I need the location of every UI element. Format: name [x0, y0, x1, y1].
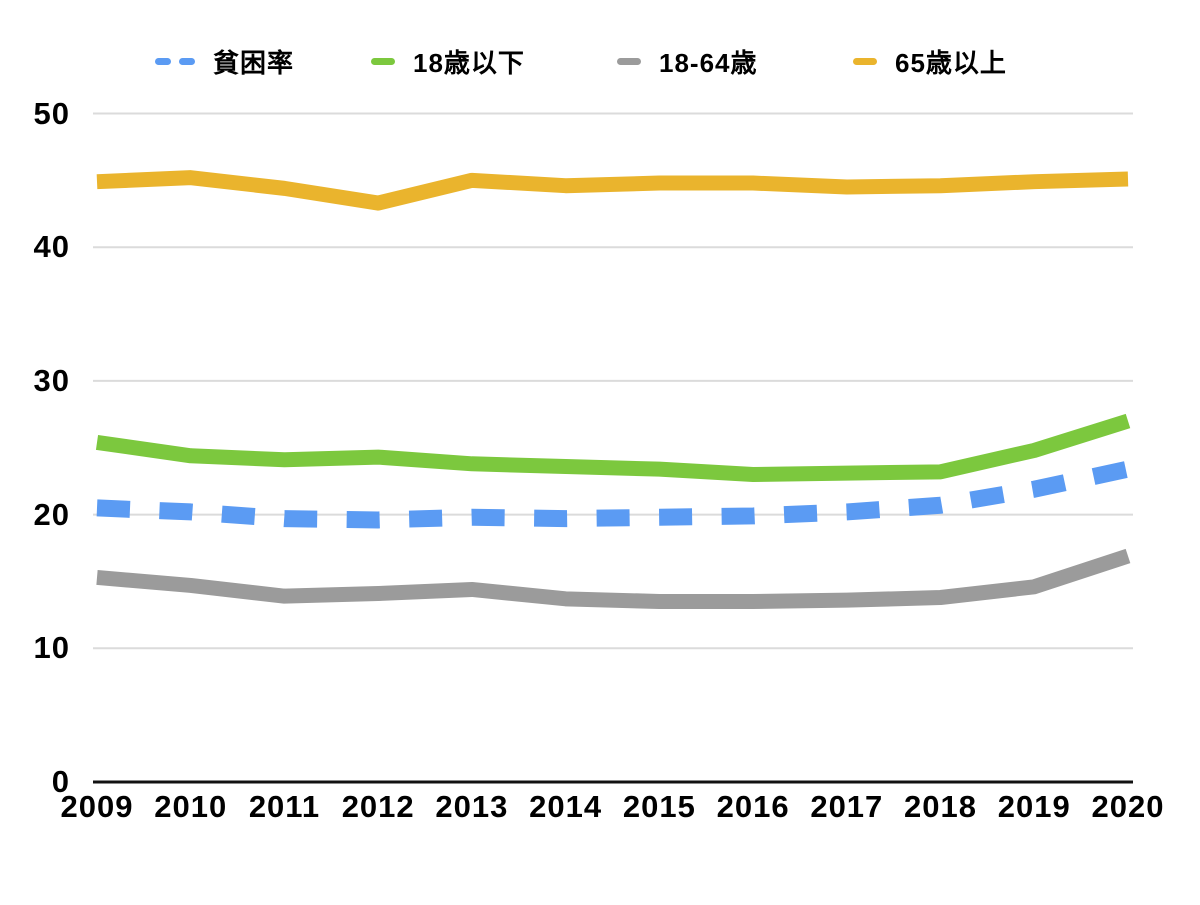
- y-axis-tick-label: 30: [33, 362, 70, 398]
- legend-label-65-over: 65歳以上: [895, 47, 1007, 78]
- x-axis-tick-label: 2012: [341, 789, 415, 824]
- x-axis-tick-label: 2018: [904, 789, 978, 824]
- x-axis-tick-label: 2020: [1091, 789, 1165, 824]
- y-axis-tick-label: 0: [51, 764, 70, 799]
- line-18-64: [96, 548, 1131, 610]
- dashed-line-swatch-icon: [155, 57, 195, 65]
- y-axis-tick-label: 40: [33, 229, 70, 265]
- x-axis-tick-label: 2015: [622, 789, 696, 824]
- legend-item-18-64: 18-64歳: [617, 44, 758, 78]
- legend-item-65-over: 65歳以上: [853, 44, 1007, 78]
- chart-legend: 貧困率 18歳以下 18-64歳 65歳以上: [0, 0, 1200, 95]
- legend-item-poverty-rate: 貧困率: [155, 44, 294, 78]
- solid-line-swatch-icon: [853, 57, 877, 65]
- x-axis-tick-label: 2014: [529, 789, 603, 824]
- y-axis-tick-label: 50: [33, 95, 70, 131]
- y-axis-tick-label: 10: [33, 630, 70, 666]
- x-axis-tick-label: 2009: [60, 789, 134, 824]
- solid-line-swatch-icon: [617, 57, 641, 65]
- line-65-over: [96, 170, 1129, 211]
- line-under-18: [95, 413, 1131, 482]
- legend-item-under-18: 18歳以下: [371, 44, 525, 78]
- x-axis-tick-label: 2010: [154, 789, 228, 824]
- y-axis-tick-label: 20: [33, 496, 70, 532]
- line-poverty-rate: [96, 460, 1130, 529]
- legend-label-18-64: 18-64歳: [659, 47, 758, 78]
- solid-line-swatch-icon: [371, 57, 395, 65]
- x-axis-tick-label: 2017: [810, 789, 884, 824]
- legend-label-poverty-rate: 貧困率: [213, 47, 295, 78]
- x-axis-tick-label: 2013: [435, 789, 509, 824]
- legend-label-under-18: 18歳以下: [413, 47, 525, 78]
- x-axis-tick-label: 2016: [716, 789, 790, 824]
- x-axis-tick-label: 2019: [997, 789, 1071, 824]
- x-axis-tick-label: 2011: [248, 789, 321, 824]
